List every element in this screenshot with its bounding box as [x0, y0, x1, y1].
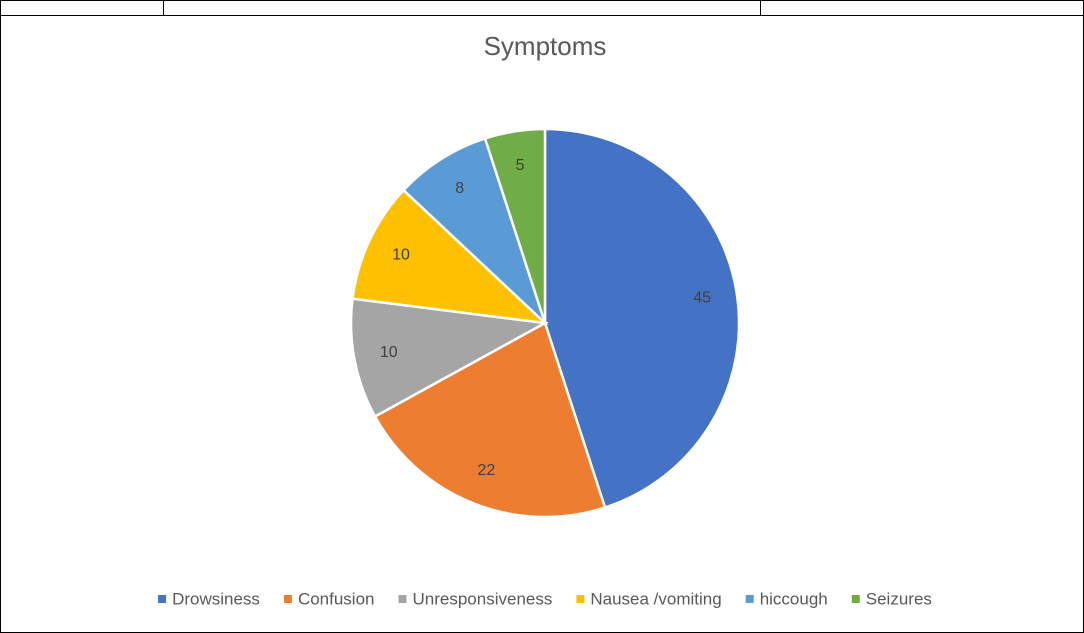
data-label: 10: [392, 246, 410, 263]
data-label: 22: [478, 462, 496, 479]
data-label: 5: [516, 157, 525, 174]
data-labels: 45 22 10 10 8 5: [380, 157, 711, 479]
legend-swatch: [158, 595, 167, 603]
legend-swatch: [283, 595, 292, 603]
pie-slice: [483, 127, 547, 324]
data-label: 8: [455, 180, 464, 197]
data-label: 10: [380, 344, 398, 361]
legend-label: Drowsiness: [172, 589, 260, 608]
legend-swatch: [398, 595, 407, 603]
legend-label: Nausea /vomiting: [590, 589, 721, 608]
legend-swatch: [576, 595, 585, 603]
legend-swatch: [745, 595, 754, 603]
legend-label: hiccough: [760, 589, 828, 608]
pie-slice: [543, 127, 741, 510]
legend-label: Unresponsiveness: [413, 589, 553, 608]
chart-title: Symptoms: [484, 31, 607, 61]
legend: Drowsiness Confusion Unresponsiveness Nause…: [158, 589, 932, 608]
legend-label: Seizures: [866, 589, 932, 608]
pie-slice: [373, 321, 607, 519]
pie-slice: [401, 136, 547, 324]
pie-slice: [349, 297, 549, 419]
pie-slice: [351, 188, 549, 325]
legend-swatch: [851, 595, 860, 603]
legend-label: Confusion: [298, 589, 375, 608]
data-label: 45: [693, 289, 711, 306]
pie: [349, 127, 741, 519]
